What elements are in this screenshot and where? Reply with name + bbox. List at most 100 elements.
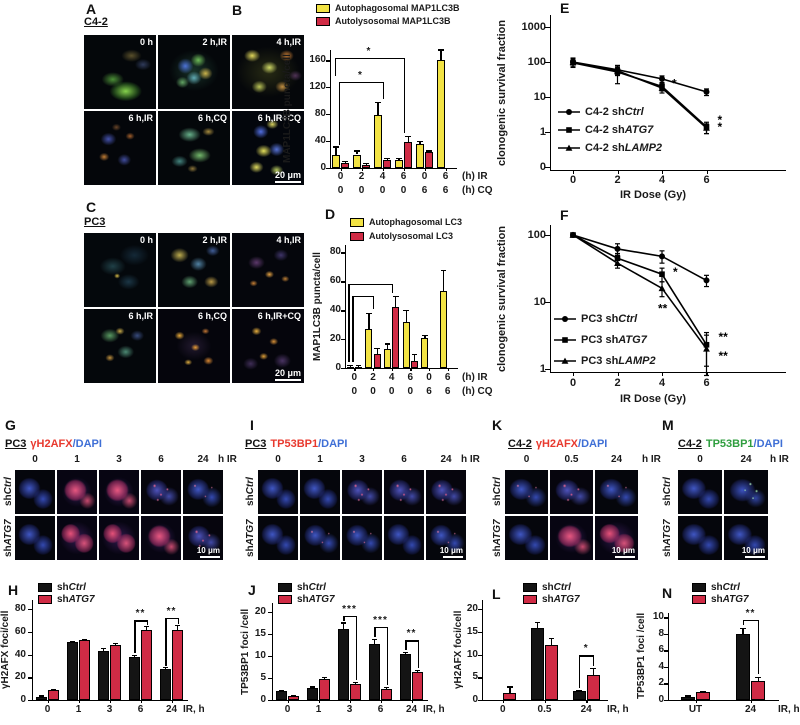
error-bar	[376, 347, 378, 354]
x-tick-mark	[706, 372, 708, 376]
legend-marker	[558, 109, 580, 115]
y-tick-mark	[545, 302, 550, 304]
panel-f-letter: F	[560, 207, 569, 223]
row-label: shCtrl	[245, 477, 256, 507]
y-tick-mark	[664, 683, 668, 685]
legend-label: Autolysosomal LC3	[369, 231, 454, 241]
sig-bracket-leg	[338, 81, 340, 146]
error-bar-cap	[340, 622, 347, 624]
svg-text:**: **	[719, 349, 729, 363]
panel-l-letter: L	[492, 586, 501, 602]
scale-bar-text: 10 μm	[611, 545, 635, 555]
bar-red	[79, 639, 91, 700]
foci-tile: 10 μm	[426, 516, 466, 560]
error-bar-cap	[384, 343, 391, 345]
micrograph-time-label: 6 h,IR+CQ	[257, 113, 301, 123]
y-tick-label: 10	[466, 648, 478, 660]
y-tick-mark	[545, 167, 550, 169]
x-tick-label: 6	[426, 386, 432, 397]
error-bar-cap	[278, 689, 285, 692]
x-tick-mark	[380, 700, 382, 703]
row-label: shCtrl	[3, 477, 14, 507]
scale-bar: 20 μm	[275, 368, 301, 381]
micrograph-tile: 6 h,IR	[84, 309, 156, 383]
legend-label: PC3 shATG7	[581, 334, 647, 346]
svg-text:*: *	[672, 77, 677, 91]
sig-bracket	[134, 620, 147, 622]
legend-marker	[558, 127, 580, 133]
panel-c-letter: C	[86, 199, 97, 215]
panel-g-dapi-label: /DAPI	[72, 438, 102, 450]
x-tick-mark	[447, 368, 450, 371]
y-tick-mark	[268, 611, 272, 614]
y-tick-mark	[545, 235, 550, 237]
bar-black	[275, 691, 287, 700]
foci-tile	[15, 516, 55, 560]
error-bar	[757, 676, 759, 681]
y-tick-label: 120	[309, 81, 326, 93]
y-tick-mark	[268, 677, 272, 680]
x-tick-label: 0	[569, 377, 577, 389]
col-header-time: 0	[523, 454, 530, 465]
panel-c-micrographs: C PC3 0 h 2 h,IR 4 h,IR 6 h,IR 6 h,CQ 6 h,IR+…	[82, 198, 308, 394]
x-tick-mark	[403, 168, 405, 171]
y-tick-mark	[664, 617, 668, 619]
y-tick-label: 4	[658, 660, 664, 672]
error-bar-cap	[438, 49, 444, 51]
legend-swatch	[316, 17, 330, 26]
foci-tile	[505, 516, 548, 560]
scale-bar: 10 μm	[742, 546, 765, 558]
sig-bracket-leg	[593, 655, 595, 666]
y-tick-mark	[664, 700, 668, 702]
error-bar-cap	[355, 365, 362, 367]
x-tick-label: 24	[580, 704, 592, 715]
panel-i-foci-images: I PC3 TP53BP1/DAPI 0 1 3 6 24 h IR shCtrl shATG7…	[243, 415, 489, 567]
x-axis-suffix: (h) IR	[462, 171, 488, 182]
bar-red	[373, 353, 381, 368]
error-bar-cap	[354, 150, 360, 152]
sig-bracket	[352, 295, 373, 297]
error-bar	[419, 141, 421, 144]
panel-i-cell-line: PC3	[245, 438, 267, 450]
y-tick-mark	[326, 168, 330, 170]
error-bar-cap	[162, 667, 169, 669]
chart-b-map1lc3b-puncta: B 0 40 80 120 160 MAP1LC3B puncta/cell 0 2 4 6 0 6 (…	[230, 2, 502, 198]
x-tick-mark	[349, 700, 351, 703]
sig-bracket	[334, 58, 404, 60]
x-axis-suffix: (h) IR	[462, 372, 488, 383]
x-tick-label: 0	[358, 185, 365, 196]
x-tick-mark	[502, 700, 505, 703]
chart-f-survival-pc3: F 100 10 1 clonogenic survival fraction 0 2 4 6…	[490, 205, 800, 420]
col-header-time: 24	[740, 454, 752, 465]
bar-yellow	[373, 114, 382, 168]
row-label: shCtrl	[492, 477, 503, 507]
y-tick-label: 160	[309, 54, 326, 66]
y-tick-mark	[341, 281, 345, 283]
y-tick-mark	[326, 141, 330, 143]
y-tick-label: 20	[14, 671, 26, 683]
foci-tile	[342, 470, 382, 514]
y-tick-label: 1	[539, 363, 546, 375]
y-tick-mark	[341, 252, 345, 254]
error-bar-cap	[405, 135, 411, 137]
col-header-time: 24	[440, 454, 452, 465]
sig-bracket-leg	[417, 640, 419, 668]
y-tick-label: 20	[254, 605, 266, 617]
x-tick-label: 0	[351, 372, 358, 383]
sig-bracket-leg	[177, 618, 179, 624]
x-tick-label: 6	[421, 185, 428, 196]
x-tick-label: 4	[658, 377, 666, 389]
scale-bar-text: 10 μm	[196, 545, 220, 555]
error-bar	[407, 135, 409, 142]
micrograph-tile: 6 h,IR	[84, 111, 156, 185]
y-tick-label: 40	[314, 135, 326, 147]
x-axis-suffix: IR, h	[423, 704, 445, 715]
bar-red	[503, 692, 517, 700]
micrograph-tile: 4 h,IR	[232, 35, 304, 109]
bar-black	[35, 696, 47, 700]
y-axis-label: TP53BP1 foci /cell	[240, 608, 251, 695]
bar-black	[735, 633, 750, 700]
panel-n-letter: N	[662, 585, 673, 601]
col-header-time: 0	[32, 454, 38, 465]
